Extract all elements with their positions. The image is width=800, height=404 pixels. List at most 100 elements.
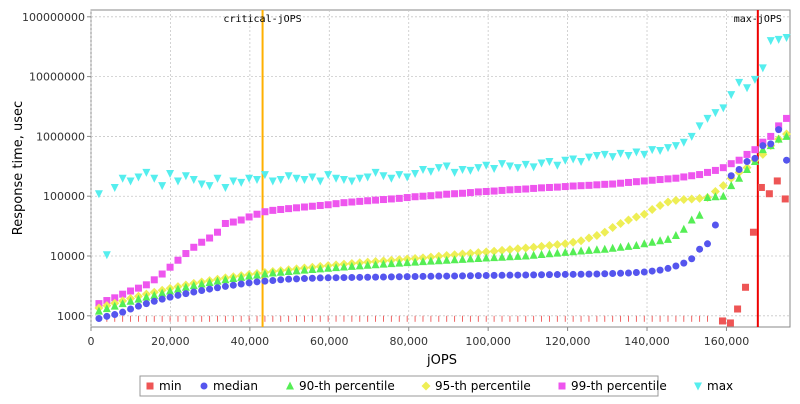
- point-max: [663, 144, 672, 153]
- point-90-th-percentile: [126, 296, 135, 305]
- point-95-th-percentile: [450, 250, 460, 260]
- point-median: [166, 293, 174, 301]
- point-median: [617, 269, 625, 277]
- point-95-th-percentile: [687, 194, 697, 204]
- point-99-th-percentile: [206, 234, 214, 242]
- x-tick-label: 60,000: [310, 335, 349, 348]
- point-90-th-percentile: [245, 271, 254, 280]
- point-min: [757, 183, 765, 191]
- point-90-th-percentile: [300, 265, 309, 274]
- point-99-th-percentile: [190, 243, 198, 251]
- point-95-th-percentile: [695, 193, 705, 203]
- point-median: [332, 274, 340, 282]
- point-median: [640, 268, 648, 276]
- point-min: [765, 190, 773, 198]
- point-90-th-percentile: [498, 252, 507, 261]
- legend-label: max: [707, 379, 733, 393]
- point-90-th-percentile: [513, 251, 522, 260]
- legend: min median 90-th percentile 95-th percentil…: [139, 375, 733, 397]
- point-90-th-percentile: [166, 286, 175, 295]
- point-median: [300, 275, 308, 283]
- point-max: [213, 174, 222, 183]
- point-90-th-percentile: [782, 131, 791, 140]
- point-median: [364, 273, 372, 281]
- point-median: [593, 270, 601, 278]
- point-95-th-percentile: [489, 246, 499, 256]
- point-median: [308, 274, 316, 282]
- point-99-th-percentile: [648, 176, 656, 184]
- point-90-th-percentile: [774, 134, 783, 143]
- point-max: [553, 161, 562, 170]
- point-median: [553, 271, 561, 279]
- point-90-th-percentile: [529, 250, 538, 259]
- point-90-th-percentile: [569, 247, 578, 256]
- point-max: [608, 153, 617, 162]
- point-90-th-percentile: [292, 266, 301, 275]
- point-90-th-percentile: [758, 145, 767, 154]
- point-median: [775, 126, 783, 134]
- point-median: [672, 262, 680, 270]
- point-max: [197, 180, 206, 189]
- point-99-th-percentile: [134, 284, 142, 292]
- x-tick-label: 80,000: [389, 335, 428, 348]
- point-95-th-percentile: [529, 242, 539, 252]
- point-99-th-percentile: [624, 178, 632, 186]
- point-max: [339, 176, 348, 185]
- point-median: [482, 272, 490, 280]
- series-min: [718, 177, 789, 327]
- point-median: [127, 305, 135, 313]
- point-max: [750, 75, 759, 84]
- point-max: [616, 149, 625, 158]
- point-99-th-percentile: [237, 216, 245, 224]
- point-max: [379, 172, 388, 181]
- legend-marker: [286, 381, 294, 390]
- y-tick-label: 1000: [57, 310, 85, 323]
- point-90-th-percentile: [640, 239, 649, 248]
- grid-lines: [90, 10, 790, 327]
- point-95-th-percentile: [481, 247, 491, 257]
- point-median: [158, 295, 166, 303]
- point-median: [150, 297, 158, 305]
- point-95-th-percentile: [623, 215, 633, 225]
- point-99-th-percentile: [498, 186, 506, 194]
- point-max: [782, 34, 791, 43]
- point-median: [277, 276, 285, 284]
- data-points: [94, 34, 792, 327]
- point-99-th-percentile: [356, 197, 364, 205]
- point-90-th-percentile: [450, 255, 459, 264]
- point-90-th-percentile: [308, 264, 317, 273]
- point-90-th-percentile: [102, 304, 111, 313]
- point-median: [379, 273, 387, 281]
- point-99-th-percentile: [324, 201, 332, 209]
- series-90-th-percentile: [94, 131, 791, 315]
- point-max: [442, 162, 451, 171]
- point-median: [680, 259, 688, 267]
- point-median: [190, 288, 198, 296]
- legend-box: [139, 375, 659, 397]
- point-max: [577, 158, 586, 167]
- point-max: [355, 174, 364, 183]
- point-max: [181, 172, 190, 181]
- point-max: [118, 174, 127, 183]
- legend-marker: [421, 381, 431, 391]
- point-90-th-percentile: [679, 224, 688, 233]
- x-tick-label: 0: [88, 335, 95, 348]
- point-90-th-percentile: [577, 246, 586, 255]
- point-max: [695, 122, 704, 131]
- point-max: [276, 176, 285, 185]
- point-max: [703, 114, 712, 123]
- point-median: [498, 271, 506, 279]
- point-99-th-percentile: [696, 171, 704, 179]
- point-median: [522, 271, 530, 279]
- point-median: [372, 273, 380, 281]
- point-99-th-percentile: [585, 181, 593, 189]
- point-max: [632, 148, 641, 157]
- point-90-th-percentile: [648, 237, 657, 246]
- point-min: [781, 195, 789, 203]
- point-max: [324, 171, 333, 180]
- point-90-th-percentile: [355, 261, 364, 270]
- point-95-th-percentile: [639, 209, 649, 219]
- point-min: [734, 305, 742, 313]
